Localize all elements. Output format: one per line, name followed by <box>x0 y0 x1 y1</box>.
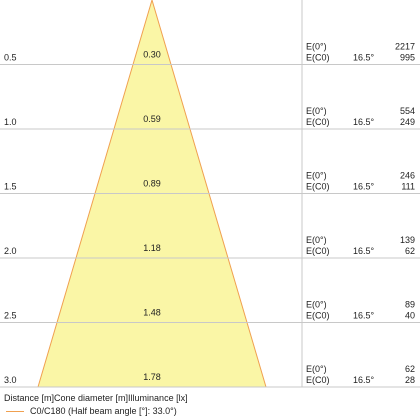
distance-label: 1.5 <box>4 182 17 192</box>
angle-value: 16.5° <box>353 117 375 127</box>
angle-value: 16.5° <box>353 182 375 192</box>
diameter-label: 1.18 <box>143 243 161 253</box>
illuminance-label-ec0: E(C0) <box>306 311 330 321</box>
illuminance-value-e0: 89 <box>405 300 415 310</box>
legend-label: C0/C180 (Half beam angle [°]: 33.0°) <box>30 406 177 416</box>
illuminance-value-e0: 62 <box>405 364 415 374</box>
illuminance-value-ec0: 249 <box>400 117 415 127</box>
illuminance-label-ec0: E(C0) <box>306 246 330 256</box>
illuminance-value-ec0: 111 <box>401 182 415 192</box>
illuminance-value-e0: 554 <box>400 106 415 116</box>
illuminance-value-ec0: 62 <box>405 246 415 256</box>
legend-swatch-line <box>6 410 24 412</box>
illuminance-label-e0: E(0°) <box>306 171 327 181</box>
column-title-diameter: Cone diameter [m] <box>54 393 129 403</box>
illuminance-label-e0: E(0°) <box>306 364 327 374</box>
distance-label: 2.5 <box>4 311 17 321</box>
diameter-label: 1.48 <box>143 308 161 318</box>
distance-label: 3.0 <box>4 375 17 385</box>
distance-label: 2.0 <box>4 246 17 256</box>
illuminance-label-e0: E(0°) <box>306 42 327 52</box>
angle-value: 16.5° <box>353 246 375 256</box>
diameter-label: 0.30 <box>143 50 161 60</box>
illuminance-value-ec0: 40 <box>405 311 415 321</box>
legend: C0/C180 (Half beam angle [°]: 33.0°) <box>6 406 177 416</box>
distance-label: 0.5 <box>4 53 17 63</box>
illuminance-value-e0: 246 <box>400 171 415 181</box>
illuminance-label-ec0: E(C0) <box>306 182 330 192</box>
illuminance-label-ec0: E(C0) <box>306 117 330 127</box>
illuminance-label-e0: E(0°) <box>306 235 327 245</box>
diameter-label: 1.78 <box>143 372 161 382</box>
illuminance-label-e0: E(0°) <box>306 300 327 310</box>
angle-value: 16.5° <box>353 311 375 321</box>
axis-caption: Distance [m]Cone diameter [m]Illuminance… <box>4 393 188 403</box>
illuminance-value-ec0: 995 <box>400 53 415 63</box>
angle-value: 16.5° <box>353 53 375 63</box>
illuminance-value-ec0: 28 <box>405 375 415 385</box>
column-title-distance: Distance [m] <box>4 393 55 403</box>
distance-label: 1.0 <box>4 117 17 127</box>
diameter-label: 0.59 <box>143 114 161 124</box>
illuminance-label-e0: E(0°) <box>306 106 327 116</box>
illuminance-label-ec0: E(C0) <box>306 375 330 385</box>
angle-value: 16.5° <box>353 375 375 385</box>
illuminance-label-ec0: E(C0) <box>306 53 330 63</box>
illuminance-value-e0: 139 <box>400 235 415 245</box>
diameter-label: 0.89 <box>143 179 161 189</box>
illuminance-value-e0: 2217 <box>395 42 415 52</box>
column-title-illuminance: Illuminance [lx] <box>128 393 188 403</box>
